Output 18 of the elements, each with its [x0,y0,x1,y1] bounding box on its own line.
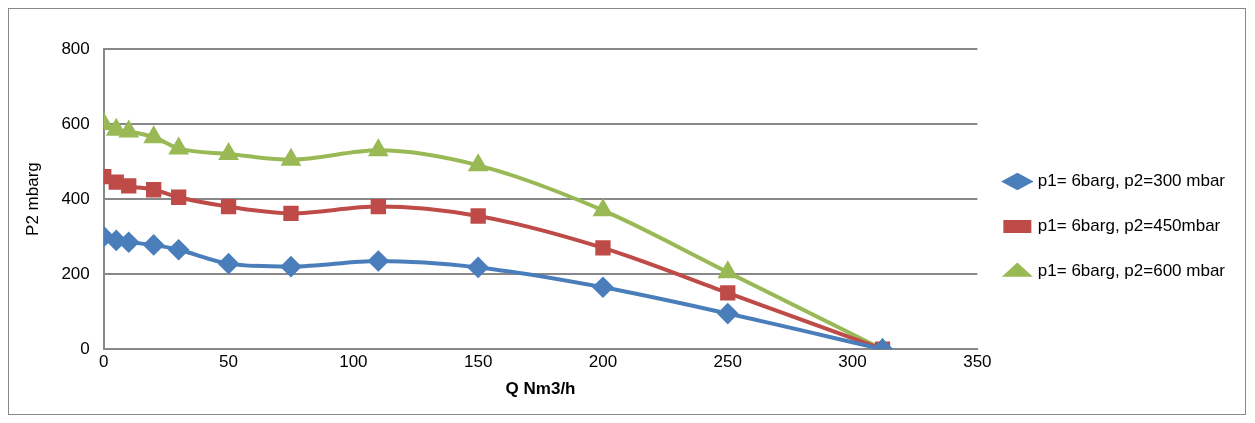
x-tick-label: 100 [339,352,368,372]
x-tick-label: 250 [713,352,742,372]
legend-label: p1= 6barg, p2=450mbar [1037,216,1221,236]
x-tick-label: 150 [463,352,493,372]
y-tick-label: 0 [80,338,90,358]
y-tick-label: 600 [61,113,90,133]
legend-label: p1= 6barg, p2=600 mbar [1037,261,1226,281]
y-axis-title: P2 mbarg [22,162,42,236]
x-axis-title: Q Nm3/h [505,379,576,399]
x-tick-label: 50 [219,352,239,372]
y-tick-label: 800 [61,38,90,58]
x-tick-label: 200 [588,352,618,372]
x-tick-label: 300 [838,352,867,372]
x-tick-label: 350 [963,352,992,372]
y-tick-label: 200 [61,263,90,283]
x-tick-label: 0 [99,352,109,372]
legend-label: p1= 6barg, p2=300 mbar [1037,171,1226,191]
y-tick-label: 400 [61,188,90,208]
